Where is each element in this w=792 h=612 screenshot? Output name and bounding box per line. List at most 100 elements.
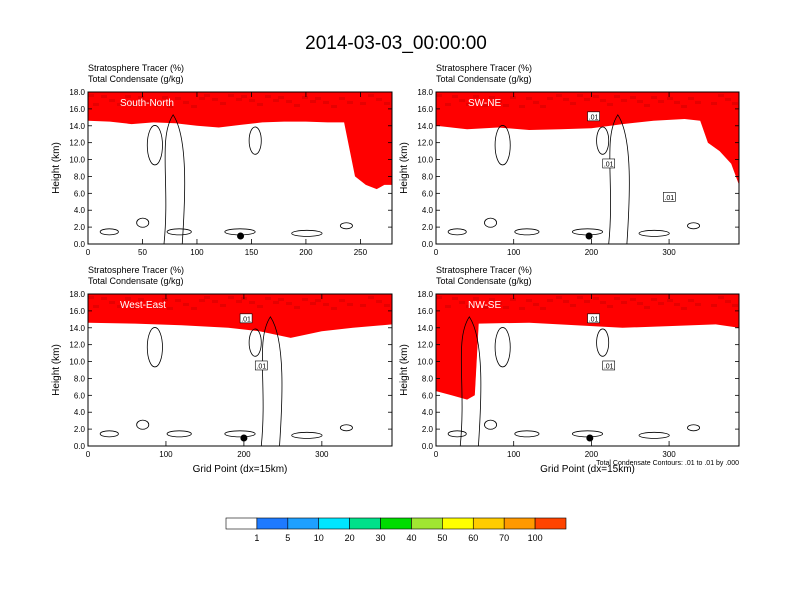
tracer-speckle — [130, 104, 136, 107]
tracer-speckle — [473, 95, 479, 98]
tracer-speckle — [496, 302, 502, 305]
tracer-speckle — [146, 100, 152, 103]
tracer-speckle — [637, 302, 643, 305]
contour-label: .01 — [241, 316, 251, 323]
tracer-speckle — [533, 101, 539, 104]
tracer-speckle — [445, 305, 451, 308]
condensate-contour — [146, 125, 163, 166]
y-axis-label: Height (km) — [51, 344, 62, 396]
tracer-speckle — [614, 95, 620, 98]
y-tick-label: 0.0 — [422, 240, 434, 249]
tracer-speckle — [117, 305, 123, 308]
colorbar: 1 5 10 20 30 40 50 60 70 100 — [225, 517, 567, 543]
plot-frame — [435, 91, 740, 245]
tracer-speckle — [138, 96, 144, 99]
tracer-speckle — [302, 298, 308, 301]
contour-caption: Total Condensate Contours: .01 to .01 by… — [596, 460, 739, 467]
y-tick-label: 2.0 — [74, 223, 86, 232]
colorbar-label: 60 — [468, 533, 478, 543]
y-tick-label: 14.0 — [69, 122, 85, 131]
colorbar-swatch — [411, 517, 443, 530]
tracer-speckle — [212, 300, 218, 303]
condensate-contour — [638, 431, 670, 439]
tracer-speckle — [473, 297, 479, 300]
tracer-speckle — [199, 299, 205, 302]
x-tick-label: 50 — [138, 248, 147, 257]
condensate-contour — [447, 430, 467, 438]
colorbar-label: 5 — [285, 533, 290, 543]
tracer-speckle — [323, 303, 329, 306]
tracer-speckle — [600, 301, 606, 304]
tracer-speckle — [496, 100, 502, 103]
condensate-contour — [146, 327, 163, 368]
colorbar-swatch — [287, 517, 320, 530]
condensate-contour — [99, 228, 119, 236]
y-tick-label: 10.0 — [69, 358, 85, 367]
y-tick-label: 0.0 — [74, 240, 86, 249]
tracer-speckle — [241, 95, 247, 98]
y-tick-label: 12.0 — [417, 139, 433, 148]
tracer-speckle — [228, 296, 234, 299]
y-tick-label: 0.0 — [422, 442, 434, 451]
x-tick-label: 300 — [662, 248, 676, 257]
tracer-speckle — [489, 298, 495, 301]
tracer-speckle — [204, 94, 210, 97]
tracer-speckle — [621, 99, 627, 102]
condensate-contour — [447, 228, 467, 236]
y-tick-label: 12.0 — [69, 341, 85, 350]
colorbar-swatch — [442, 517, 474, 530]
tracer-speckle — [339, 299, 345, 302]
contour-label-box — [254, 360, 268, 371]
tracer-speckle — [294, 306, 300, 309]
tracer-speckle — [175, 97, 181, 100]
condensate-contours — [447, 114, 701, 245]
tracer-speckle — [199, 97, 205, 100]
x-tick-label: 250 — [354, 248, 368, 257]
tracer-speckle — [310, 302, 316, 305]
y-tick-label: 0.0 — [74, 442, 86, 451]
colorbar-label: 70 — [499, 533, 509, 543]
tracer-speckle — [257, 305, 263, 308]
colorbar-swatch — [349, 517, 381, 530]
tracer-speckle — [125, 297, 131, 300]
location-marker — [586, 434, 594, 442]
tracer-band — [436, 294, 739, 400]
condensate-contour — [224, 430, 256, 438]
x-tick-label: 100 — [159, 450, 173, 459]
tracer-speckle — [711, 102, 717, 105]
panel-label: West-East — [120, 300, 166, 311]
y-tick-label: 8.0 — [422, 172, 434, 181]
tracer-speckle — [167, 307, 173, 310]
tracer-speckle — [547, 299, 553, 302]
field-label-tracer: Stratosphere Tracer (%) — [436, 63, 532, 73]
condensate-contour — [136, 419, 150, 430]
x-tick-label: 0 — [86, 450, 91, 459]
tracer-speckle — [310, 100, 316, 103]
colorbar-swatch — [256, 517, 289, 530]
tracer-speckle — [294, 104, 300, 107]
condensate-contour — [163, 114, 186, 245]
y-tick-label: 10.0 — [417, 358, 433, 367]
condensate-contour — [291, 431, 323, 439]
tracer-speckle — [175, 299, 181, 302]
contour-label-box — [587, 111, 600, 122]
tracer-speckle — [183, 101, 189, 104]
y-axis-label: Height (km) — [51, 142, 62, 194]
condensate-contour — [608, 114, 630, 245]
tracer-speckle — [563, 98, 569, 101]
tracer-speckle — [347, 101, 353, 104]
tracer-speckle — [257, 103, 263, 106]
plot-frame — [435, 293, 740, 447]
tracer-speckle — [101, 297, 107, 300]
tracer-speckle — [519, 307, 525, 310]
tracer-band — [436, 92, 739, 185]
tracer-speckle — [278, 298, 284, 301]
field-label-tracer: Stratosphere Tracer (%) — [436, 265, 532, 275]
tracer-speckle — [577, 94, 583, 97]
tracer-speckle — [88, 94, 94, 97]
condensate-contours — [447, 316, 701, 447]
tracer-speckle — [681, 307, 687, 310]
tracer-speckle — [220, 304, 226, 307]
tracer-speckle — [503, 306, 509, 309]
